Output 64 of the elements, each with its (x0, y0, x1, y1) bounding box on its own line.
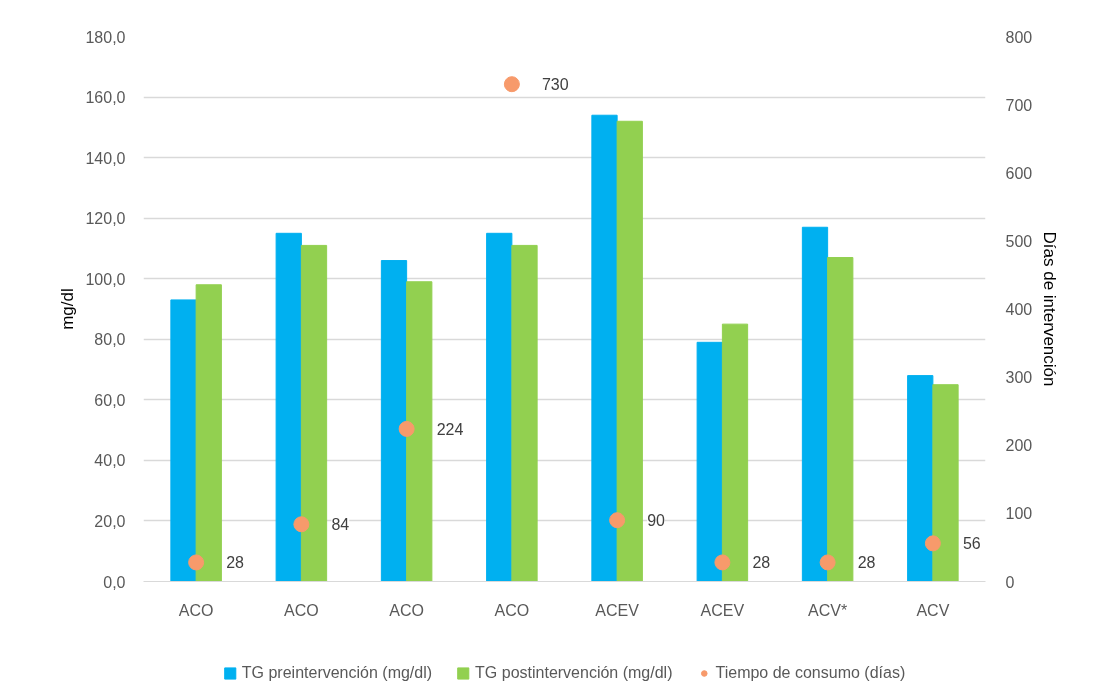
y2-tick-label: 200 (1005, 437, 1033, 455)
y-tick-label: 120,0 (85, 210, 126, 228)
point (503, 76, 520, 93)
x-tick-label: ACO (494, 601, 530, 619)
bar (511, 244, 538, 582)
bar (195, 284, 222, 582)
bar (275, 232, 302, 582)
y-tick-label: 0,0 (103, 573, 126, 591)
y-tick-label: 40,0 (94, 452, 126, 470)
data-label: 224 (436, 420, 464, 438)
y-tick-label: 180,0 (85, 28, 126, 46)
x-tick-label: ACO (178, 601, 214, 619)
x-tick-label: ACEV (595, 601, 640, 619)
y2-tick-label: 600 (1005, 164, 1033, 182)
y-axis-title: mg/dl (58, 288, 78, 330)
y-tick-label: 140,0 (85, 149, 126, 167)
y-tick-label: 60,0 (94, 391, 126, 409)
data-label: 56 (962, 535, 981, 553)
bar (380, 260, 408, 582)
y-tick-label: 100,0 (85, 270, 126, 288)
bar (801, 226, 829, 582)
bar (616, 120, 643, 582)
data-label: 28 (226, 554, 245, 572)
bar (486, 232, 513, 582)
x-tick-label: ACV (916, 601, 950, 619)
bar (907, 375, 934, 582)
y2-tick-label: 300 (1005, 369, 1033, 387)
y2-axis-title: Días de intervención (1040, 231, 1060, 387)
legend-label: Tiempo de consumo (días) (715, 664, 906, 682)
bar (591, 114, 618, 582)
y2-tick-label: 700 (1005, 96, 1033, 114)
point (924, 535, 941, 552)
bar (827, 257, 854, 582)
y2-tick-label: 0 (1005, 573, 1015, 591)
data-label: 90 (647, 512, 666, 530)
bar (932, 384, 959, 582)
y2-tick-label: 800 (1005, 28, 1033, 46)
y2-tick-label: 100 (1005, 505, 1033, 523)
x-tick-label: ACO (284, 601, 319, 619)
point (188, 554, 205, 571)
data-label: 730 (541, 76, 569, 94)
legend-label: TG preintervención (mg/dl) (241, 664, 433, 682)
data-label: 28 (857, 554, 876, 572)
y-tick-label: 160,0 (85, 89, 126, 107)
point (819, 554, 836, 571)
data-label: 28 (752, 554, 771, 572)
y2-tick-label: 500 (1005, 232, 1033, 250)
point (714, 554, 731, 571)
bar (300, 244, 328, 582)
bar (170, 299, 197, 582)
x-tick-label: ACV* (808, 601, 848, 619)
data-label: 84 (331, 516, 350, 534)
legend-label: TG postintervención (mg/dl) (475, 664, 673, 682)
point (609, 512, 626, 529)
point (293, 516, 310, 533)
bar (406, 281, 433, 582)
y-tick-label: 20,0 (94, 512, 126, 530)
x-tick-label: ACEV (700, 601, 745, 619)
bar (721, 323, 749, 582)
point (398, 420, 415, 437)
y-tick-label: 80,0 (94, 331, 126, 349)
y2-tick-label: 400 (1005, 301, 1033, 318)
bar (696, 341, 723, 582)
x-tick-label: ACO (389, 601, 424, 619)
